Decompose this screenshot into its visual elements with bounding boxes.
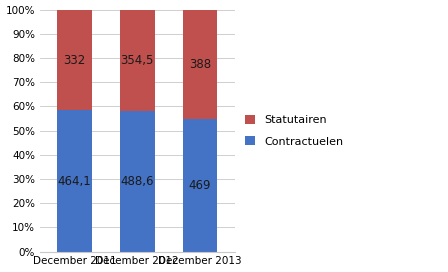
Bar	[57, 10, 92, 110]
Text: 354,5: 354,5	[121, 54, 154, 67]
Text: 388: 388	[189, 58, 211, 71]
Text: 464,1: 464,1	[58, 175, 91, 187]
Bar	[183, 10, 217, 119]
Legend: Statutairen, Contractuelen: Statutairen, Contractuelen	[242, 111, 347, 150]
Bar	[183, 119, 217, 252]
Bar	[120, 111, 155, 252]
Text: 488,6: 488,6	[121, 175, 154, 188]
Text: 332: 332	[63, 54, 86, 67]
Bar	[57, 110, 92, 252]
Text: 469: 469	[189, 179, 211, 192]
Bar	[120, 10, 155, 111]
